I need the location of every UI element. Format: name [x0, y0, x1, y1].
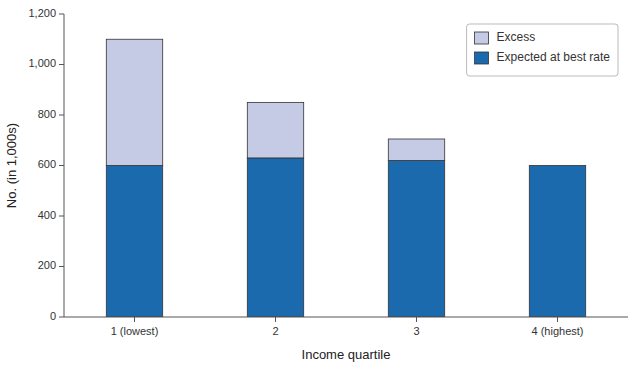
y-tick-label: 1,000 — [28, 57, 56, 69]
legend-label: Excess — [497, 30, 536, 44]
y-tick — [59, 14, 64, 15]
legend-label: Expected at best rate — [497, 50, 611, 64]
chart-svg: 0 200 400 600 800 1,000 1,200 1 (lowest) 2 3 4 (hi… — [0, 0, 644, 369]
y-tick — [59, 216, 64, 217]
bar-segment — [247, 102, 303, 158]
chart-container: 0 200 400 600 800 1,000 1,200 1 (lowest) 2 3 4 (hi… — [0, 0, 644, 369]
y-tick — [59, 64, 64, 65]
bars — [106, 39, 585, 317]
y-tick-label: 600 — [38, 158, 56, 170]
bar-segment — [529, 166, 585, 318]
bar-segment — [388, 139, 444, 160]
x-tick-label: 4 (highest) — [532, 325, 584, 337]
x-tick-label: 3 — [413, 325, 419, 337]
legend: Excess Expected at best rate — [467, 24, 618, 76]
bar-segment — [529, 165, 585, 166]
y-tick-label: 800 — [38, 108, 56, 120]
legend-swatch — [475, 52, 489, 64]
x-axis-label: Income quartile — [302, 347, 391, 362]
x-tick — [134, 317, 135, 322]
axes: 0 200 400 600 800 1,000 1,200 1 (lowest) 2 3 4 (hi… — [28, 7, 628, 337]
bar-segment — [106, 166, 162, 318]
y-tick — [59, 266, 64, 267]
y-tick — [59, 115, 64, 116]
x-tick — [275, 317, 276, 322]
bar-segment — [106, 39, 162, 165]
x-axis-line — [64, 317, 628, 318]
x-tick-label: 2 — [272, 325, 278, 337]
legend-frame — [467, 24, 618, 76]
x-tick — [557, 317, 558, 322]
y-axis-label: No. (in 1,000s) — [4, 123, 19, 208]
x-tick — [416, 317, 417, 322]
y-tick-label: 1,200 — [28, 7, 56, 19]
x-tick-label: 1 (lowest) — [111, 325, 159, 337]
y-tick-label: 0 — [50, 310, 56, 322]
legend-swatch — [475, 32, 489, 44]
bar-segment — [388, 160, 444, 317]
y-tick — [59, 165, 64, 166]
y-tick-label: 200 — [38, 259, 56, 271]
y-tick-label: 400 — [38, 209, 56, 221]
y-tick — [59, 317, 64, 318]
bar-segment — [247, 158, 303, 317]
